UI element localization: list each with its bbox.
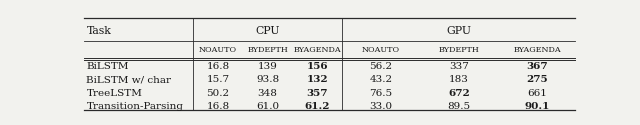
Text: 93.8: 93.8 [256, 76, 279, 84]
Text: 16.8: 16.8 [206, 62, 230, 71]
Text: 16.8: 16.8 [206, 102, 230, 111]
Text: 337: 337 [449, 62, 469, 71]
Text: 15.7: 15.7 [206, 76, 230, 84]
Text: TreeLSTM: TreeLSTM [86, 89, 142, 98]
Text: CPU: CPU [255, 26, 280, 36]
Text: 275: 275 [526, 76, 548, 84]
Text: Transition-Parsing: Transition-Parsing [86, 102, 184, 111]
Text: BiLSTM: BiLSTM [86, 62, 129, 71]
Text: 33.0: 33.0 [369, 102, 392, 111]
Text: NOAUTO: NOAUTO [362, 46, 400, 54]
Text: 348: 348 [257, 89, 277, 98]
Text: 357: 357 [307, 89, 328, 98]
Text: 139: 139 [257, 62, 277, 71]
Text: 89.5: 89.5 [447, 102, 470, 111]
Text: 50.2: 50.2 [206, 89, 230, 98]
Text: BiLSTM w/ char: BiLSTM w/ char [86, 76, 172, 84]
Text: 76.5: 76.5 [369, 89, 392, 98]
Text: 367: 367 [526, 62, 548, 71]
Text: 56.2: 56.2 [369, 62, 392, 71]
Text: 132: 132 [307, 76, 328, 84]
Text: 183: 183 [449, 76, 469, 84]
Text: 672: 672 [448, 89, 470, 98]
Text: BYDEPTH: BYDEPTH [438, 46, 479, 54]
Text: BYAGENDA: BYAGENDA [293, 46, 341, 54]
Text: Task: Task [86, 26, 111, 36]
Text: 61.0: 61.0 [256, 102, 279, 111]
Text: 661: 661 [527, 89, 547, 98]
Text: 61.2: 61.2 [305, 102, 330, 111]
Text: BYAGENDA: BYAGENDA [513, 46, 561, 54]
Text: BYDEPTH: BYDEPTH [247, 46, 288, 54]
Text: 156: 156 [307, 62, 328, 71]
Text: 43.2: 43.2 [369, 76, 392, 84]
Text: GPU: GPU [447, 26, 472, 36]
Text: 90.1: 90.1 [524, 102, 550, 111]
Text: NOAUTO: NOAUTO [199, 46, 237, 54]
